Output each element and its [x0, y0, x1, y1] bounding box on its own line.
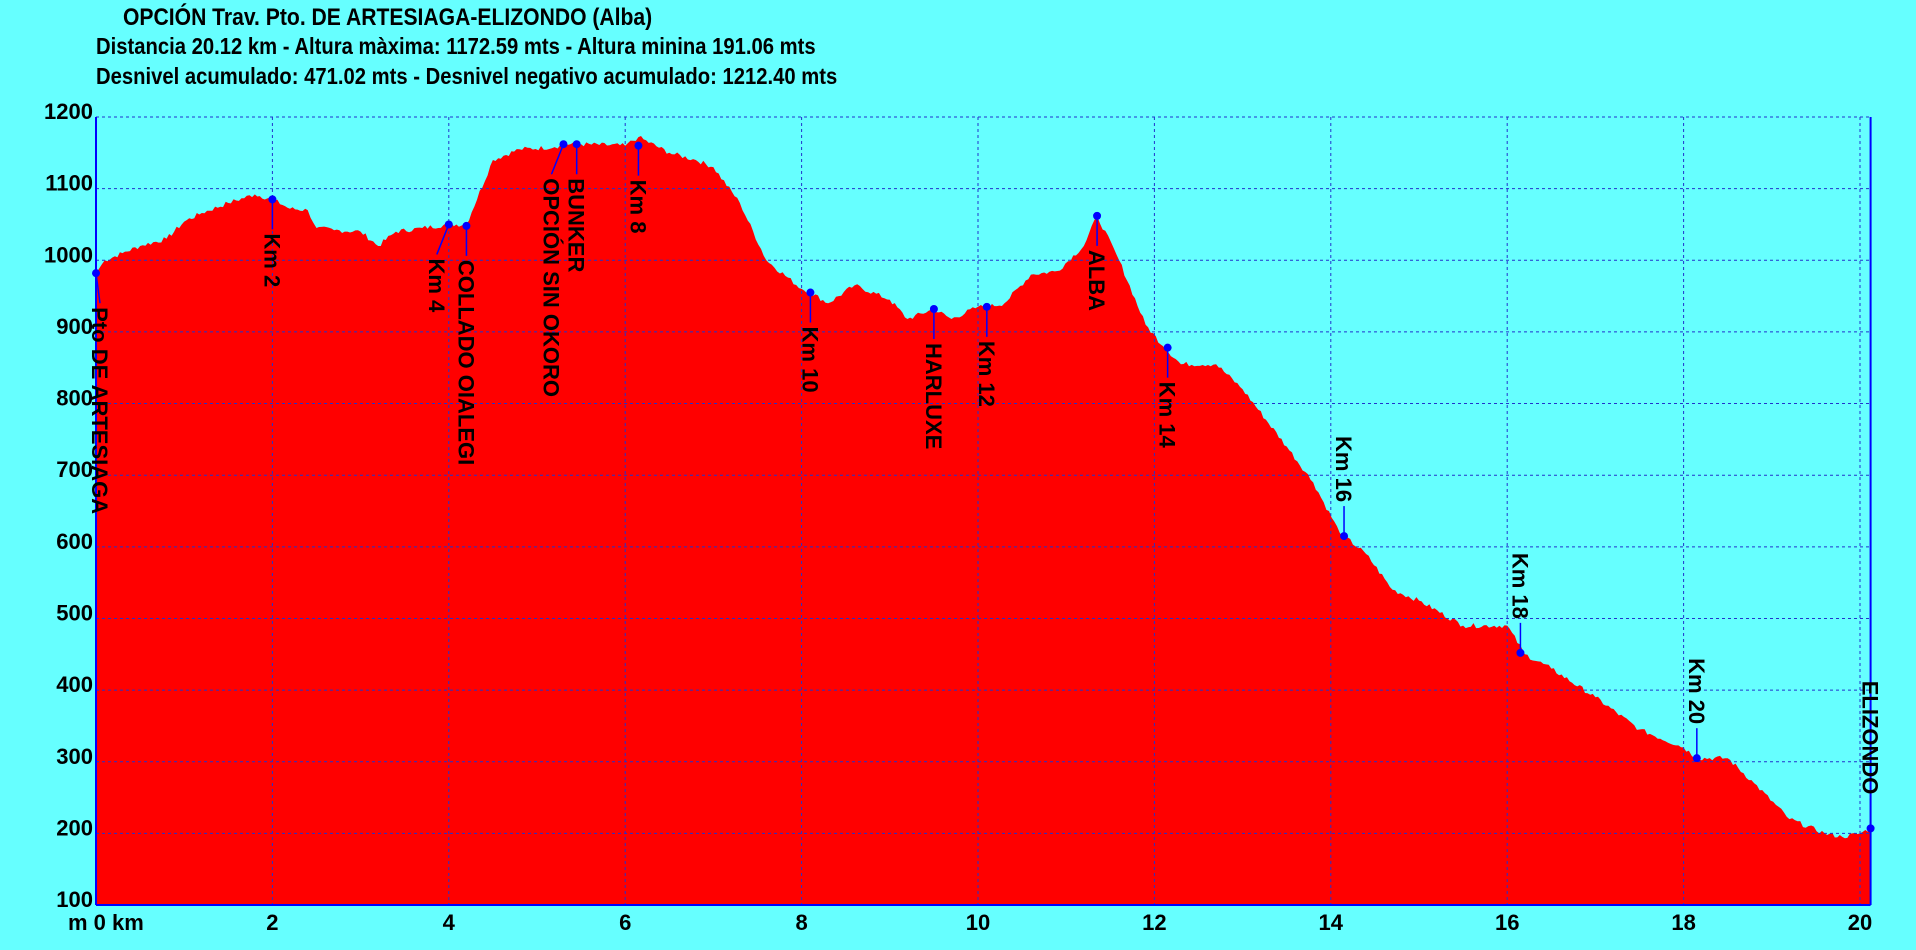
waypoint-marker	[92, 269, 100, 278]
y-tick-label: 600	[56, 529, 93, 554]
y-tick-label: 1000	[44, 242, 93, 267]
x-tick-label: 8	[795, 910, 807, 935]
distance-altitude-summary: Distancia 20.12 km - Altura màxima: 1172…	[96, 33, 816, 59]
y-tick-label: 200	[56, 815, 93, 840]
x-tick-label: 16	[1495, 910, 1519, 935]
waypoint-marker	[929, 304, 938, 313]
x-tick-label: 14	[1319, 910, 1344, 935]
x-tick-label: 2	[266, 910, 278, 935]
waypoint-marker	[444, 220, 453, 229]
waypoint-marker	[1692, 754, 1701, 763]
waypoint-marker	[268, 195, 277, 204]
waypoint-leader	[436, 224, 450, 255]
waypoint-label: OPCIÓN SIN OKORO	[538, 178, 563, 397]
waypoint-label: Km 20	[1684, 658, 1709, 724]
waypoint-label: Km 16	[1331, 436, 1356, 502]
waypoint-leader	[95, 273, 101, 304]
y-tick-label: 900	[56, 314, 93, 339]
x-tick-label: 20	[1848, 910, 1872, 935]
waypoint-label: BUNKER	[564, 178, 589, 272]
waypoint-marker	[572, 140, 581, 149]
waypoint-label: Km 2	[259, 233, 284, 287]
y-tick-label: 500	[56, 600, 93, 625]
waypoint-label: HARLUXE	[921, 343, 946, 449]
waypoint-label: Pto DE ARTESIAGA	[87, 307, 112, 514]
waypoint-leader	[550, 143, 565, 175]
y-tick-label: 300	[56, 744, 93, 769]
x-tick-label: 18	[1671, 910, 1695, 935]
waypoint-label: Km 12	[974, 341, 999, 407]
chart-title: OPCIÓN Trav. Pto. DE ARTESIAGA-ELIZONDO …	[123, 4, 653, 31]
x-tick-label: m 0 km	[68, 910, 144, 935]
waypoint-marker	[1516, 648, 1525, 657]
waypoint-label: Km 10	[797, 327, 822, 393]
x-tick-label: 10	[966, 910, 990, 935]
waypoint-marker	[1093, 211, 1102, 220]
y-tick-label: 1200	[44, 99, 93, 124]
waypoint-label: Km 18	[1507, 553, 1532, 619]
elevation-gain-summary: Desnivel acumulado: 471.02 mts - Desnive…	[96, 63, 838, 89]
waypoint-marker	[559, 140, 568, 149]
waypoint-label: Km 4	[424, 258, 449, 313]
x-tick-label: 6	[619, 910, 631, 935]
waypoint-marker	[462, 221, 471, 230]
waypoint-marker	[982, 302, 991, 311]
y-tick-label: 800	[56, 386, 93, 411]
waypoint-marker	[634, 141, 643, 150]
y-tick-label: 700	[56, 457, 93, 482]
y-tick-label: 400	[56, 672, 93, 697]
x-tick-label: 12	[1142, 910, 1166, 935]
waypoint-label: ALBA	[1084, 250, 1109, 311]
waypoint-marker	[1163, 343, 1172, 352]
waypoint-marker	[1340, 532, 1349, 541]
waypoint-label: Km 8	[625, 180, 650, 234]
x-tick-label: 4	[443, 910, 456, 935]
elevation-area	[96, 136, 1871, 906]
waypoint-label: Km 14	[1155, 382, 1180, 449]
waypoint-marker	[1866, 824, 1875, 833]
y-tick-label: 100	[56, 887, 93, 912]
waypoint-label: COLLADO OIALEGI	[453, 260, 478, 465]
waypoint-label: ELIZONDO	[1858, 681, 1883, 795]
y-tick-label: 1100	[45, 171, 93, 196]
waypoint-marker	[806, 288, 815, 297]
